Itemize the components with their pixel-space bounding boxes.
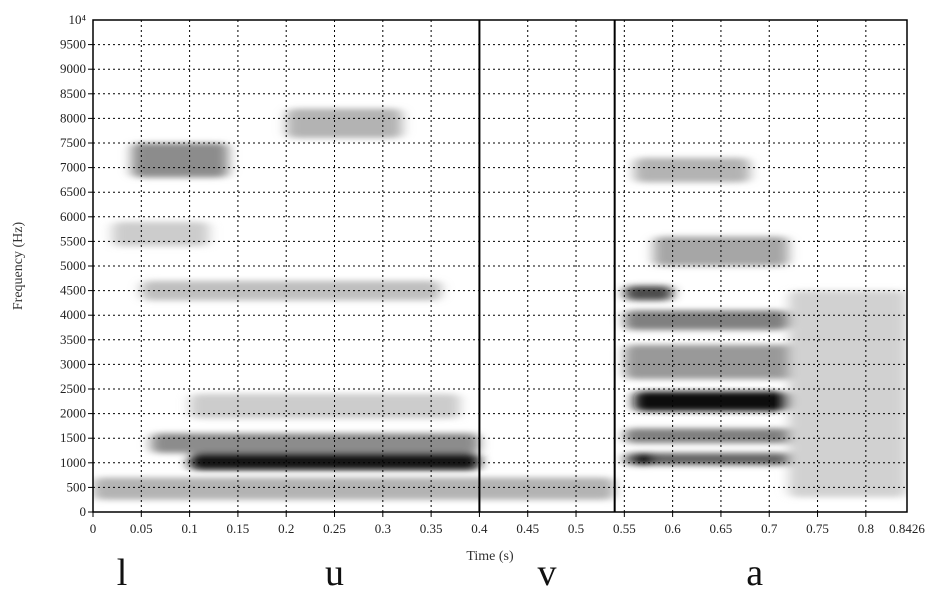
x-tick-label: 0.15 xyxy=(227,521,250,536)
y-axis-title: Frequency (Hz) xyxy=(11,222,26,311)
x-tick-label-end: 0.8426 xyxy=(889,521,925,536)
x-tick-label: 0.05 xyxy=(130,521,153,536)
y-tick-label: 5000 xyxy=(60,258,86,273)
energy-band xyxy=(131,143,229,178)
x-tick-label: 0.8 xyxy=(858,521,874,536)
energy-band xyxy=(788,290,907,498)
energy-band xyxy=(633,391,789,412)
y-tick-label: 5500 xyxy=(60,233,86,248)
y-tick-label: 2500 xyxy=(60,381,86,396)
y-tick-label: 500 xyxy=(67,479,87,494)
y-tick-label: 9500 xyxy=(60,37,86,52)
x-tick-label: 0.6 xyxy=(665,521,682,536)
x-tick-label: 0.4 xyxy=(471,521,488,536)
x-tick-label: 0.2 xyxy=(278,521,294,536)
y-tick-label: 6500 xyxy=(60,184,86,199)
energy-band xyxy=(189,393,461,419)
x-axis-title: Time (s) xyxy=(466,549,514,564)
energy-band xyxy=(93,477,615,500)
y-tick-label: 4500 xyxy=(60,283,86,298)
x-tick-label: 0.1 xyxy=(181,521,197,536)
x-tick-label: 0.35 xyxy=(420,521,443,536)
energy-band xyxy=(633,157,750,183)
y-tick-label: 7000 xyxy=(60,160,86,175)
segment-label: u xyxy=(325,552,344,589)
y-tick-label: 8000 xyxy=(60,110,86,125)
y-tick-label: 6000 xyxy=(60,209,86,224)
x-tick-label: 0.65 xyxy=(710,521,733,536)
y-tick-label: 2000 xyxy=(60,406,86,421)
energy-band xyxy=(141,280,441,301)
y-tick-label: 0 xyxy=(80,504,87,519)
x-tick-label: 0 xyxy=(90,521,97,536)
segment-label: a xyxy=(746,552,763,589)
x-tick-labels: 0 0.05 0.1 0.15 0.2 0.25 0.3 0.35 0.4 0.45 0.5 0.55… xyxy=(90,512,925,536)
y-tick-labels: 0 500 1000 1500 2000 2500 3000 3500 4000 4500 5000… xyxy=(60,12,93,519)
x-tick-label: 0.25 xyxy=(323,521,346,536)
y-tick-label: 8500 xyxy=(60,86,86,101)
energy-band xyxy=(633,452,654,466)
y-tick-label: 1500 xyxy=(60,430,86,445)
y-tick-label: 7500 xyxy=(60,135,86,150)
segment-boundaries xyxy=(478,20,616,512)
y-tick-label: 9000 xyxy=(60,61,86,76)
y-tick-label: 3000 xyxy=(60,356,86,371)
segment-label: v xyxy=(538,552,557,589)
energy-band xyxy=(150,433,480,453)
x-tick-label: 0.5 xyxy=(568,521,584,536)
energy-band xyxy=(624,310,789,330)
energy-band xyxy=(286,108,403,139)
energy-band xyxy=(624,428,799,444)
y-tick-label: 3500 xyxy=(60,332,86,347)
x-tick-label: 0.3 xyxy=(375,521,391,536)
y-tick-label-top: 10⁴ xyxy=(68,12,86,27)
y-tick-label: 4000 xyxy=(60,307,86,322)
x-tick-label: 0.75 xyxy=(806,521,829,536)
energy-band xyxy=(624,285,673,301)
y-tick-label: 1000 xyxy=(60,455,86,470)
segment-label: l xyxy=(117,552,128,589)
energy-band xyxy=(112,221,209,247)
x-tick-label: 0.45 xyxy=(516,521,539,536)
x-tick-label: 0.7 xyxy=(761,521,778,536)
x-tick-label: 0.55 xyxy=(613,521,636,536)
